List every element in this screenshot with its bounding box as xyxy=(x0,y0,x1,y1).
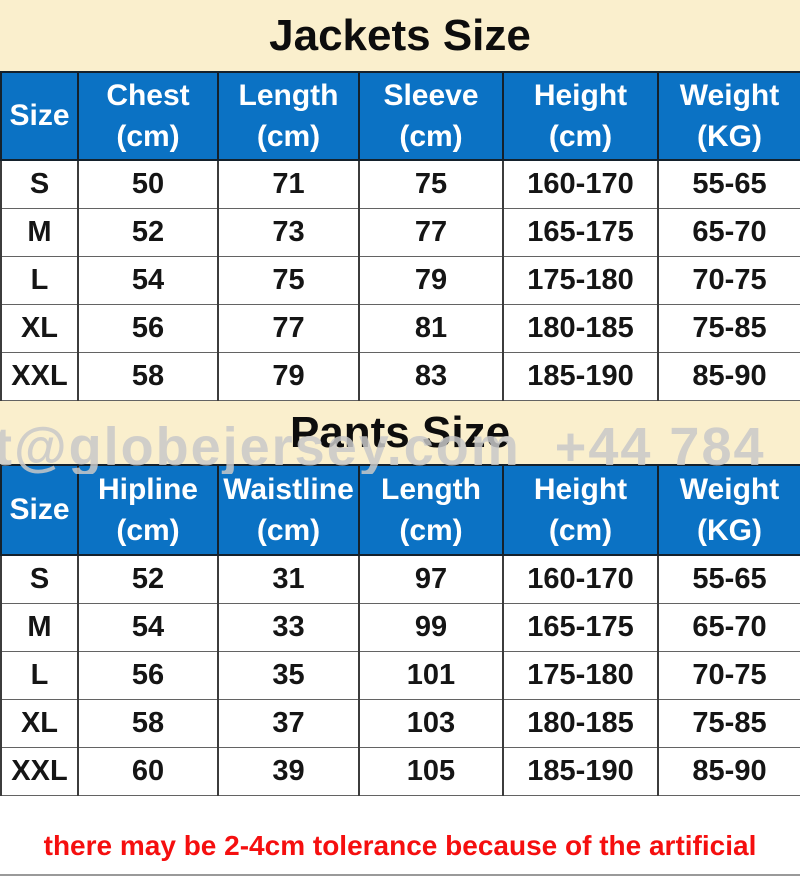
value-cell: 65-70 xyxy=(657,208,800,257)
size-cell: M xyxy=(0,603,79,652)
value-cell: 50 xyxy=(77,159,219,209)
column-header-length: Length (cm) xyxy=(358,464,504,556)
size-cell: XXL xyxy=(0,352,79,401)
value-cell: 81 xyxy=(358,304,504,353)
size-cell: XL xyxy=(0,699,79,748)
value-cell: 79 xyxy=(358,256,504,305)
value-cell: 85-90 xyxy=(657,352,800,401)
value-cell: 35 xyxy=(217,651,360,700)
value-cell: 55-65 xyxy=(657,159,800,209)
value-cell: 101 xyxy=(358,651,504,700)
table-row: L 56 35 101 175-180 70-75 xyxy=(0,651,800,700)
value-cell: 31 xyxy=(217,554,360,604)
value-cell: 83 xyxy=(358,352,504,401)
size-cell: S xyxy=(0,554,79,604)
jackets-header-row: Size Chest (cm) Length (cm) Sleeve (cm) Height(… xyxy=(0,71,800,161)
column-header-size: Size xyxy=(0,71,79,161)
jackets-title-band: Jackets Size xyxy=(0,0,800,71)
table-row: XXL 60 39 105 185-190 85-90 xyxy=(0,747,800,796)
table-row: M 52 73 77 165-175 65-70 xyxy=(0,208,800,257)
pants-title-band: Pants Size xyxy=(0,401,800,464)
value-cell: 180-185 xyxy=(502,304,659,353)
pants-title: Pants Size xyxy=(289,407,511,457)
value-cell: 54 xyxy=(77,256,219,305)
size-cell: L xyxy=(0,256,79,305)
value-cell: 75 xyxy=(358,159,504,209)
value-cell: 79 xyxy=(217,352,360,401)
column-header-sleeve: Sleeve (cm) xyxy=(358,71,504,161)
jackets-size-table: Size Chest (cm) Length (cm) Sleeve (cm) Height(… xyxy=(0,71,800,401)
value-cell: 175-180 xyxy=(502,651,659,700)
column-header-weight: Weight (KG) xyxy=(657,464,800,556)
column-header-weight: Weight (KG) xyxy=(657,71,800,161)
pants-header-row: Size Hipline (cm) Waistline (cm) Length (cm) He… xyxy=(0,464,800,556)
value-cell: 71 xyxy=(217,159,360,209)
value-cell: 58 xyxy=(77,699,219,748)
jackets-title: Jackets Size xyxy=(269,10,531,60)
size-cell: S xyxy=(0,159,79,209)
value-cell: 39 xyxy=(217,747,360,796)
value-cell: 56 xyxy=(77,304,219,353)
table-row: M 54 33 99 165-175 65-70 xyxy=(0,603,800,652)
pants-size-table: Size Hipline (cm) Waistline (cm) Length (cm) He… xyxy=(0,464,800,796)
size-cell: M xyxy=(0,208,79,257)
table-row: S 52 31 97 160-170 55-65 xyxy=(0,554,800,604)
column-header-size: Size xyxy=(0,464,79,556)
value-cell: 185-190 xyxy=(502,747,659,796)
value-cell: 60 xyxy=(77,747,219,796)
size-cell: XL xyxy=(0,304,79,353)
value-cell: 33 xyxy=(217,603,360,652)
value-cell: 70-75 xyxy=(657,651,800,700)
tolerance-note: there may be 2-4cm tolerance because of … xyxy=(43,829,757,861)
value-cell: 55-65 xyxy=(657,554,800,604)
value-cell: 37 xyxy=(217,699,360,748)
table-row: XL 56 77 81 180-185 75-85 xyxy=(0,304,800,353)
size-cell: XXL xyxy=(0,747,79,796)
value-cell: 103 xyxy=(358,699,504,748)
bottom-divider xyxy=(0,874,800,876)
value-cell: 77 xyxy=(217,304,360,353)
value-cell: 105 xyxy=(358,747,504,796)
value-cell: 73 xyxy=(217,208,360,257)
value-cell: 180-185 xyxy=(502,699,659,748)
value-cell: 97 xyxy=(358,554,504,604)
tolerance-footer: there may be 2-4cm tolerance because of … xyxy=(0,796,800,883)
value-cell: 160-170 xyxy=(502,159,659,209)
value-cell: 99 xyxy=(358,603,504,652)
value-cell: 165-175 xyxy=(502,208,659,257)
value-cell: 75-85 xyxy=(657,699,800,748)
value-cell: 70-75 xyxy=(657,256,800,305)
value-cell: 77 xyxy=(358,208,504,257)
size-cell: L xyxy=(0,651,79,700)
value-cell: 165-175 xyxy=(502,603,659,652)
value-cell: 52 xyxy=(77,208,219,257)
column-header-height: Height (cm) xyxy=(502,71,659,161)
value-cell: 75-85 xyxy=(657,304,800,353)
value-cell: 56 xyxy=(77,651,219,700)
table-row: S 50 71 75 160-170 55-65 xyxy=(0,159,800,209)
value-cell: 58 xyxy=(77,352,219,401)
table-row: XXL 58 79 83 185-190 85-90 xyxy=(0,352,800,401)
column-header-length: Length (cm) xyxy=(217,71,360,161)
value-cell: 54 xyxy=(77,603,219,652)
value-cell: 175-180 xyxy=(502,256,659,305)
table-row: L 54 75 79 175-180 70-75 xyxy=(0,256,800,305)
column-header-height: Height (cm) xyxy=(502,464,659,556)
value-cell: 85-90 xyxy=(657,747,800,796)
column-header-waistline: Waistline (cm) xyxy=(217,464,360,556)
value-cell: 65-70 xyxy=(657,603,800,652)
value-cell: 185-190 xyxy=(502,352,659,401)
value-cell: 160-170 xyxy=(502,554,659,604)
table-row: XL 58 37 103 180-185 75-85 xyxy=(0,699,800,748)
column-header-chest: Chest (cm) xyxy=(77,71,219,161)
column-header-hipline: Hipline (cm) xyxy=(77,464,219,556)
value-cell: 52 xyxy=(77,554,219,604)
value-cell: 75 xyxy=(217,256,360,305)
